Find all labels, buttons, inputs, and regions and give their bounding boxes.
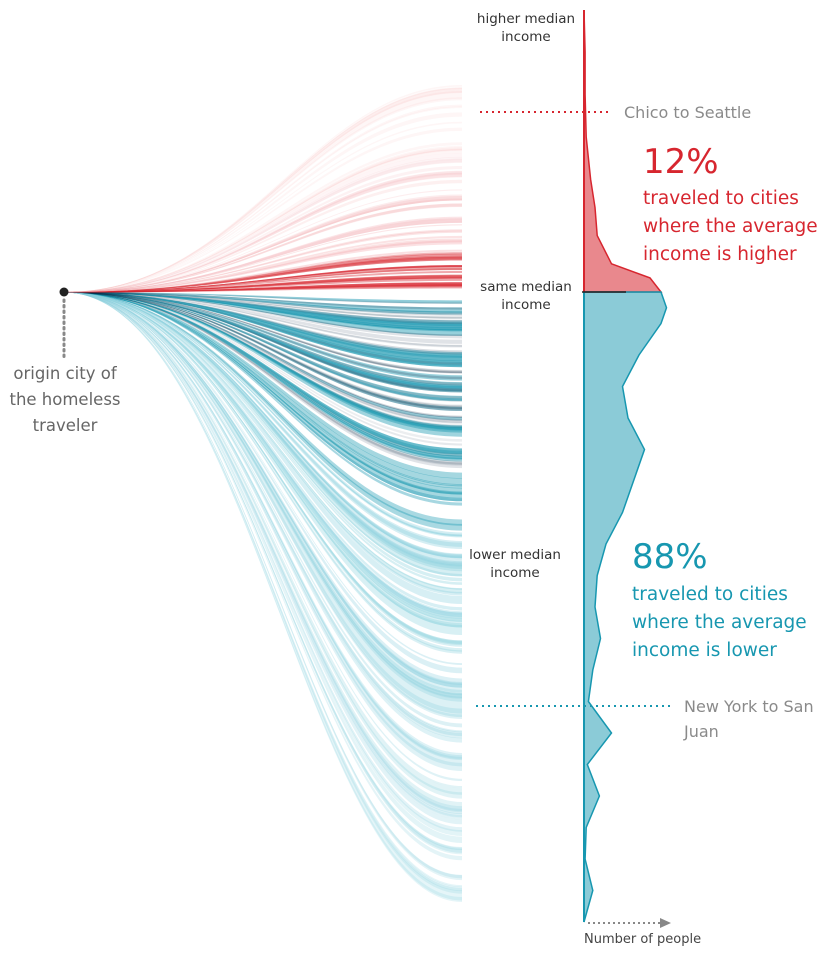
flow-line bbox=[64, 97, 462, 293]
flow-line bbox=[64, 91, 462, 293]
flow-line bbox=[64, 274, 462, 293]
flow-line bbox=[64, 292, 462, 358]
x-axis-arrowhead bbox=[660, 918, 671, 928]
lower-median-income-label: lower median income bbox=[469, 547, 561, 581]
same-median-income-label: same median income bbox=[480, 279, 572, 313]
flow-line bbox=[64, 292, 462, 304]
higher-percent: 12% bbox=[643, 142, 719, 182]
flow-line bbox=[64, 282, 462, 293]
flow-line bbox=[64, 292, 462, 327]
flow-line bbox=[64, 256, 462, 293]
flow-line bbox=[64, 270, 462, 293]
example-lower-label: New York to San Juan bbox=[684, 697, 814, 741]
example-higher-label: Chico to Seattle bbox=[624, 103, 752, 122]
lower-percent: 88% bbox=[632, 537, 708, 577]
flow-line bbox=[64, 292, 462, 305]
flow-line bbox=[64, 292, 462, 329]
flow-line bbox=[64, 284, 462, 293]
flow-line bbox=[64, 282, 462, 293]
flow-line bbox=[64, 282, 462, 293]
flow-line bbox=[64, 292, 462, 319]
flow-line bbox=[64, 284, 462, 293]
flow-line bbox=[64, 278, 462, 293]
x-axis-label: Number of people bbox=[584, 932, 702, 947]
higher-median-income-label: higher median income bbox=[476, 11, 576, 45]
flow-line bbox=[64, 276, 462, 293]
flow-line bbox=[64, 292, 462, 310]
flow-line bbox=[64, 292, 462, 313]
flow-line bbox=[64, 292, 462, 336]
flow-line bbox=[64, 276, 462, 293]
flow-line bbox=[64, 292, 462, 316]
flow-line bbox=[64, 268, 462, 293]
flow-line bbox=[64, 292, 462, 331]
flow-lines bbox=[64, 84, 462, 902]
flow-line bbox=[64, 292, 462, 325]
flow-line bbox=[64, 256, 462, 293]
lower-description: traveled to cities where the average inc… bbox=[632, 584, 807, 661]
origin-label: origin city of the homeless traveler bbox=[9, 364, 121, 435]
flow-line bbox=[64, 277, 462, 293]
density-area bbox=[583, 9, 668, 923]
flow-line bbox=[64, 292, 462, 315]
flow-line bbox=[64, 255, 462, 293]
flow-line bbox=[64, 292, 462, 310]
flow-line bbox=[64, 265, 462, 293]
flow-line bbox=[64, 292, 462, 362]
flow-line bbox=[64, 274, 462, 293]
origin-dot bbox=[59, 287, 69, 297]
flow-line bbox=[64, 253, 462, 293]
higher-description: traveled to cities where the average inc… bbox=[643, 188, 818, 265]
flow-line bbox=[64, 240, 462, 293]
flow-line bbox=[64, 90, 462, 293]
flow-line bbox=[64, 292, 462, 314]
lower-density-area bbox=[583, 291, 668, 923]
flow-line bbox=[64, 284, 462, 293]
guide-lines bbox=[59, 10, 672, 928]
flow-line bbox=[64, 292, 462, 344]
